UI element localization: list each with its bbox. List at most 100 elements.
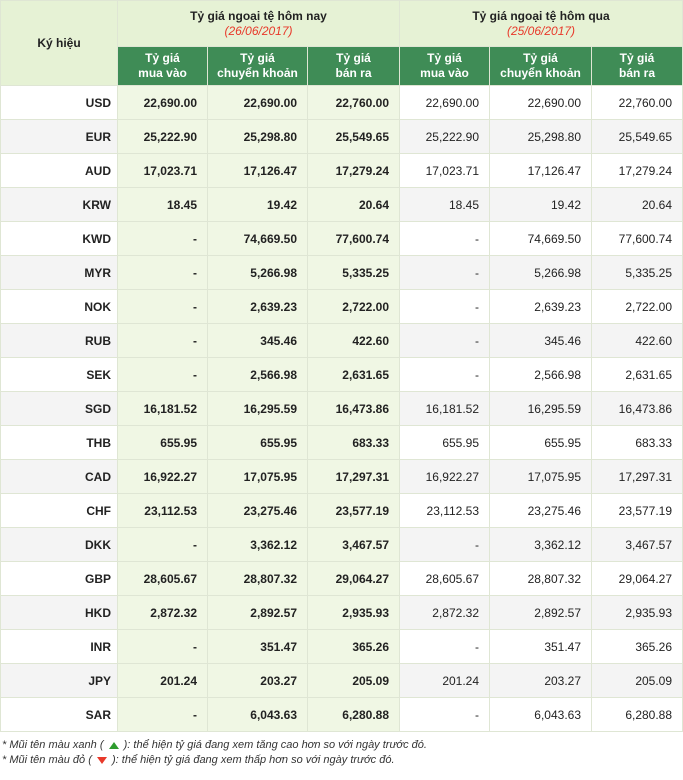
yesterday-transfer-rate: 345.46	[489, 323, 593, 358]
yesterday-transfer-rate: 19.42	[489, 187, 593, 222]
currency-code: NOK	[0, 289, 118, 324]
yesterday-sell-rate: 6,280.88	[591, 697, 683, 732]
today-buy-rate: 16,922.27	[117, 459, 208, 494]
yesterday-transfer-rate: 17,126.47	[489, 153, 593, 188]
yesterday-buy-rate: 16,922.27	[399, 459, 491, 494]
today-sell-header: Tỷ giá bán ra	[306, 46, 401, 86]
table-row: DKK -3,362.12 3,467.57-3,362.12 3,467.57	[0, 527, 683, 562]
exchange-rate-table: Ký hiệu Tỷ giá ngoại tệ hôm nay (26/06/2…	[0, 0, 683, 732]
currency-code: USD	[0, 85, 118, 120]
yesterday-transfer-rate: 28,807.32	[489, 561, 593, 596]
table-row: SEK -2,566.98 2,631.65-2,566.98 2,631.65	[0, 357, 683, 392]
today-sell-rate: 20.64	[306, 187, 401, 222]
currency-code: CHF	[0, 493, 118, 528]
today-sell-rate: 2,722.00	[306, 289, 401, 324]
today-buy-rate: -	[117, 221, 208, 256]
header-line: Tỷ giá	[427, 51, 462, 65]
header-line: mua vào	[420, 66, 469, 80]
today-sell-rate: 16,473.86	[306, 391, 401, 426]
today-transfer-rate: 2,892.57	[207, 595, 308, 630]
today-sell-rate: 25,549.65	[306, 119, 401, 154]
today-transfer-rate: 16,295.59	[207, 391, 308, 426]
yesterday-buy-rate: -	[399, 289, 491, 324]
legend-notes: * Mũi tên màu xanh ( ): thể hiện tỷ giá …	[0, 738, 683, 768]
note-text: * Mũi tên màu đỏ (	[2, 754, 92, 766]
today-buy-rate: -	[117, 289, 208, 324]
currency-code: HKD	[0, 595, 118, 630]
yesterday-transfer-rate: 16,295.59	[489, 391, 593, 426]
header-line: Tỷ giá	[145, 51, 180, 65]
table-row: USD 22,690.00 22,690.00 22,760.00 22,690.00 2…	[0, 85, 683, 120]
red-down-triangle-icon	[96, 756, 107, 764]
currency-code: EUR	[0, 119, 118, 154]
today-transfer-rate: 351.47	[207, 629, 308, 664]
today-buy-rate: 16,181.52	[117, 391, 208, 426]
currency-code: GBP	[0, 561, 118, 596]
yesterday-transfer-rate: 655.95	[489, 425, 593, 460]
today-buy-rate: -	[117, 697, 208, 732]
today-buy-rate: -	[117, 629, 208, 664]
header-line: Tỷ giá	[619, 51, 655, 65]
yesterday-date: (25/06/2017)	[506, 23, 576, 38]
today-buy-rate: -	[117, 323, 208, 358]
yesterday-sell-rate: 205.09	[591, 663, 683, 698]
today-sell-rate: 29,064.27	[306, 561, 401, 596]
table-row: KWD -74,669.50 77,600.74-74,669.50 77,600.7…	[0, 221, 683, 256]
today-transfer-rate: 19.42	[207, 187, 308, 222]
today-buy-rate: 2,872.32	[117, 595, 208, 630]
today-transfer-rate: 23,275.46	[207, 493, 308, 528]
today-sell-rate: 422.60	[306, 323, 401, 358]
today-transfer-rate: 17,075.95	[207, 459, 308, 494]
currency-code: SGD	[0, 391, 118, 426]
yesterday-buy-rate: 2,872.32	[399, 595, 491, 630]
today-sell-rate: 23,577.19	[306, 493, 401, 528]
header-line: Tỷ giá	[523, 51, 558, 65]
yesterday-sell-rate: 77,600.74	[591, 221, 683, 256]
today-sell-rate: 3,467.57	[306, 527, 401, 562]
today-transfer-rate: 2,639.23	[207, 289, 308, 324]
table-row: HKD 2,872.32 2,892.57 2,935.93 2,872.32 2,892…	[0, 595, 683, 630]
today-transfer-rate: 74,669.50	[207, 221, 308, 256]
yesterday-sell-rate: 16,473.86	[591, 391, 683, 426]
today-buy-rate: -	[117, 255, 208, 290]
yesterday-transfer-rate: 17,075.95	[489, 459, 593, 494]
currency-code: JPY	[0, 663, 118, 698]
currency-code: KWD	[0, 221, 118, 256]
yesterday-sell-rate: 17,279.24	[591, 153, 683, 188]
today-rates-title: Tỷ giá ngoại tệ hôm nay	[190, 8, 327, 23]
today-buy-rate: 23,112.53	[117, 493, 208, 528]
yesterday-transfer-header: Tỷ giá chuyển khoản	[489, 46, 593, 86]
header-line: chuyển khoản	[217, 66, 298, 80]
header-line: bán ra	[619, 66, 656, 80]
currency-code: RUB	[0, 323, 118, 358]
table-row: SGD 16,181.52 16,295.59 16,473.86 16,181.52 1…	[0, 391, 683, 426]
today-buy-rate: 25,222.90	[117, 119, 208, 154]
yesterday-transfer-rate: 5,266.98	[489, 255, 593, 290]
currency-code: SEK	[0, 357, 118, 392]
today-sell-rate: 205.09	[306, 663, 401, 698]
today-transfer-rate: 345.46	[207, 323, 308, 358]
today-buy-rate: 22,690.00	[117, 85, 208, 120]
yesterday-rates-header: Tỷ giá ngoại tệ hôm qua (25/06/2017)	[399, 0, 683, 47]
yesterday-buy-rate: 22,690.00	[399, 85, 491, 120]
down-arrow-note: * Mũi tên màu đỏ ( ): thể hiện tỷ giá đa…	[2, 753, 683, 768]
yesterday-buy-rate: -	[399, 527, 491, 562]
table-row: GBP 28,605.67 28,807.32 29,064.27 28,605.67 2…	[0, 561, 683, 596]
yesterday-sell-header: Tỷ giá bán ra	[591, 46, 683, 86]
yesterday-buy-rate: 655.95	[399, 425, 491, 460]
table-row: THB 655.95 655.95 683.33 655.95 655.95 683.33	[0, 425, 683, 460]
note-text: ): thể hiện tỷ giá đang xem thấp hơn so …	[112, 754, 395, 766]
note-text: ): thể hiện tỷ giá đang xem tăng cao hơn…	[123, 739, 427, 751]
yesterday-buy-rate: 18.45	[399, 187, 491, 222]
today-transfer-rate: 2,566.98	[207, 357, 308, 392]
yesterday-buy-rate: -	[399, 221, 491, 256]
currency-code: CAD	[0, 459, 118, 494]
yesterday-transfer-rate: 6,043.63	[489, 697, 593, 732]
table-row: EUR 25,222.90 25,298.80 25,549.65 25,222.90 2…	[0, 119, 683, 154]
table-row: JPY 201.24 203.27 205.09 201.24 203.27 205.09	[0, 663, 683, 698]
yesterday-buy-rate: 25,222.90	[399, 119, 491, 154]
yesterday-buy-rate: 23,112.53	[399, 493, 491, 528]
header-line: Tỷ giá	[240, 51, 275, 65]
yesterday-transfer-rate: 25,298.80	[489, 119, 593, 154]
